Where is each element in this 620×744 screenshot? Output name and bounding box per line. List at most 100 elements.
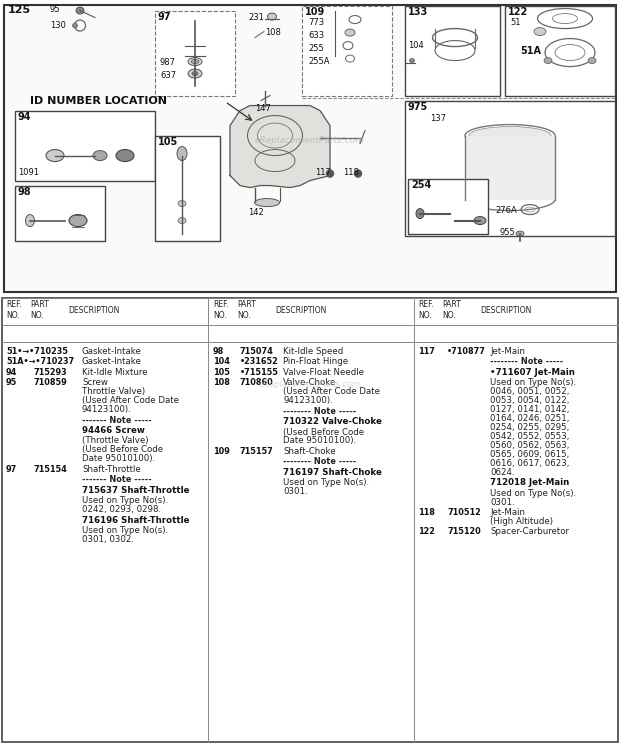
Ellipse shape [516,231,524,236]
Text: 710860: 710860 [240,378,274,388]
Text: •711607 Jet-Main: •711607 Jet-Main [490,368,575,377]
Text: 117: 117 [418,347,435,356]
Text: PART
NO.: PART NO. [30,301,49,320]
Text: 0616, 0617, 0623,: 0616, 0617, 0623, [490,459,569,468]
Ellipse shape [116,150,134,161]
Text: (Throttle Valve): (Throttle Valve) [82,437,149,446]
Text: 715293: 715293 [34,368,68,377]
Ellipse shape [93,150,107,161]
Ellipse shape [416,208,424,219]
Ellipse shape [254,199,280,207]
Text: Pin-Float Hinge: Pin-Float Hinge [283,357,348,367]
Text: Valve-Choke: Valve-Choke [283,378,337,388]
Text: -------- Note -----: -------- Note ----- [283,407,356,416]
Text: 137: 137 [430,114,446,123]
Text: 105: 105 [213,368,230,377]
Text: 1091: 1091 [18,167,39,176]
Ellipse shape [191,60,199,63]
Text: •715155: •715155 [240,368,279,377]
Text: 955: 955 [500,228,516,237]
Text: 0164, 0246, 0251,: 0164, 0246, 0251, [490,414,569,423]
Text: eReplacementParts.com: eReplacementParts.com [255,136,365,145]
Text: 0542, 0552, 0553,: 0542, 0552, 0553, [490,432,569,441]
Text: DESCRIPTION: DESCRIPTION [275,306,326,315]
Text: 122: 122 [508,7,528,16]
Ellipse shape [267,13,277,20]
Ellipse shape [69,214,87,227]
Text: 0301.: 0301. [283,487,308,496]
Text: PART
NO.: PART NO. [237,301,256,320]
Text: 773: 773 [308,18,324,27]
Text: 276A: 276A [495,205,516,214]
Text: 125: 125 [8,4,31,15]
Text: Spacer-Carburetor: Spacer-Carburetor [490,527,569,536]
Text: 987: 987 [160,57,176,66]
Text: 51A•→•710237: 51A•→•710237 [6,357,74,367]
Text: Used on Type No(s).: Used on Type No(s). [82,526,168,535]
Text: Jet-Main: Jet-Main [490,347,525,356]
Ellipse shape [588,57,596,63]
Text: 108: 108 [213,378,230,388]
Text: 94123100).: 94123100). [82,405,131,414]
Ellipse shape [177,147,187,161]
Text: 118: 118 [343,167,359,176]
Ellipse shape [46,150,64,161]
Text: 104: 104 [213,357,230,367]
Text: 254: 254 [411,179,432,190]
Ellipse shape [345,29,355,36]
Text: 710859: 710859 [34,378,68,388]
Text: 715074: 715074 [240,347,274,356]
Text: 94466 Screw: 94466 Screw [82,426,145,435]
Ellipse shape [474,217,486,225]
Text: 94123100).: 94123100). [283,397,333,405]
Text: Used on Type No(s).: Used on Type No(s). [490,378,576,388]
Text: 0301.: 0301. [490,498,515,507]
Text: Kit-Idle Mixture: Kit-Idle Mixture [82,368,148,377]
Ellipse shape [73,23,78,28]
Text: REF.
NO.: REF. NO. [213,301,229,320]
Text: 51: 51 [510,18,521,27]
Text: 0053, 0054, 0122,: 0053, 0054, 0122, [490,397,569,405]
Text: 716197 Shaft-Choke: 716197 Shaft-Choke [283,468,382,477]
Circle shape [327,170,334,177]
Text: 51A: 51A [520,45,541,56]
Ellipse shape [409,59,415,62]
Bar [15,185,105,240]
Text: 0624.: 0624. [490,468,515,477]
Ellipse shape [25,214,35,227]
Text: 0127, 0141, 0142,: 0127, 0141, 0142, [490,405,569,414]
Ellipse shape [178,201,186,207]
Text: 105: 105 [158,137,179,147]
Ellipse shape [188,69,202,78]
Ellipse shape [188,57,202,65]
Text: 130: 130 [50,21,66,30]
Text: 712018 Jet-Main: 712018 Jet-Main [490,478,569,487]
Text: 109: 109 [213,447,230,456]
Text: DESCRIPTION: DESCRIPTION [480,306,531,315]
Text: 710512: 710512 [447,508,480,517]
Bar [15,111,155,181]
Text: eReplacementParts.com: eReplacementParts.com [259,380,361,389]
Text: 51•→•710235: 51•→•710235 [6,347,68,356]
Bar [302,5,392,95]
Ellipse shape [265,106,271,114]
Text: 0046, 0051, 0052,: 0046, 0051, 0052, [490,388,569,397]
Text: DESCRIPTION: DESCRIPTION [68,306,120,315]
Text: 118: 118 [418,508,435,517]
Text: Used on Type No(s).: Used on Type No(s). [82,496,168,505]
Text: 231: 231 [248,13,264,22]
Text: (Used After Code Date: (Used After Code Date [82,397,179,405]
Text: 0242, 0293, 0298.: 0242, 0293, 0298. [82,505,161,514]
Text: 715154: 715154 [34,465,68,474]
Text: Screw: Screw [82,378,108,388]
Bar [155,10,235,95]
Bar [405,100,615,236]
Ellipse shape [469,126,551,144]
Text: (Used After Code Date: (Used After Code Date [283,388,380,397]
Text: 147: 147 [255,103,271,112]
Text: ------- Note -----: ------- Note ----- [82,416,152,425]
Text: Shaft-Choke: Shaft-Choke [283,447,335,456]
Ellipse shape [192,71,198,76]
Text: Used on Type No(s).: Used on Type No(s). [283,478,369,487]
Ellipse shape [76,7,84,14]
